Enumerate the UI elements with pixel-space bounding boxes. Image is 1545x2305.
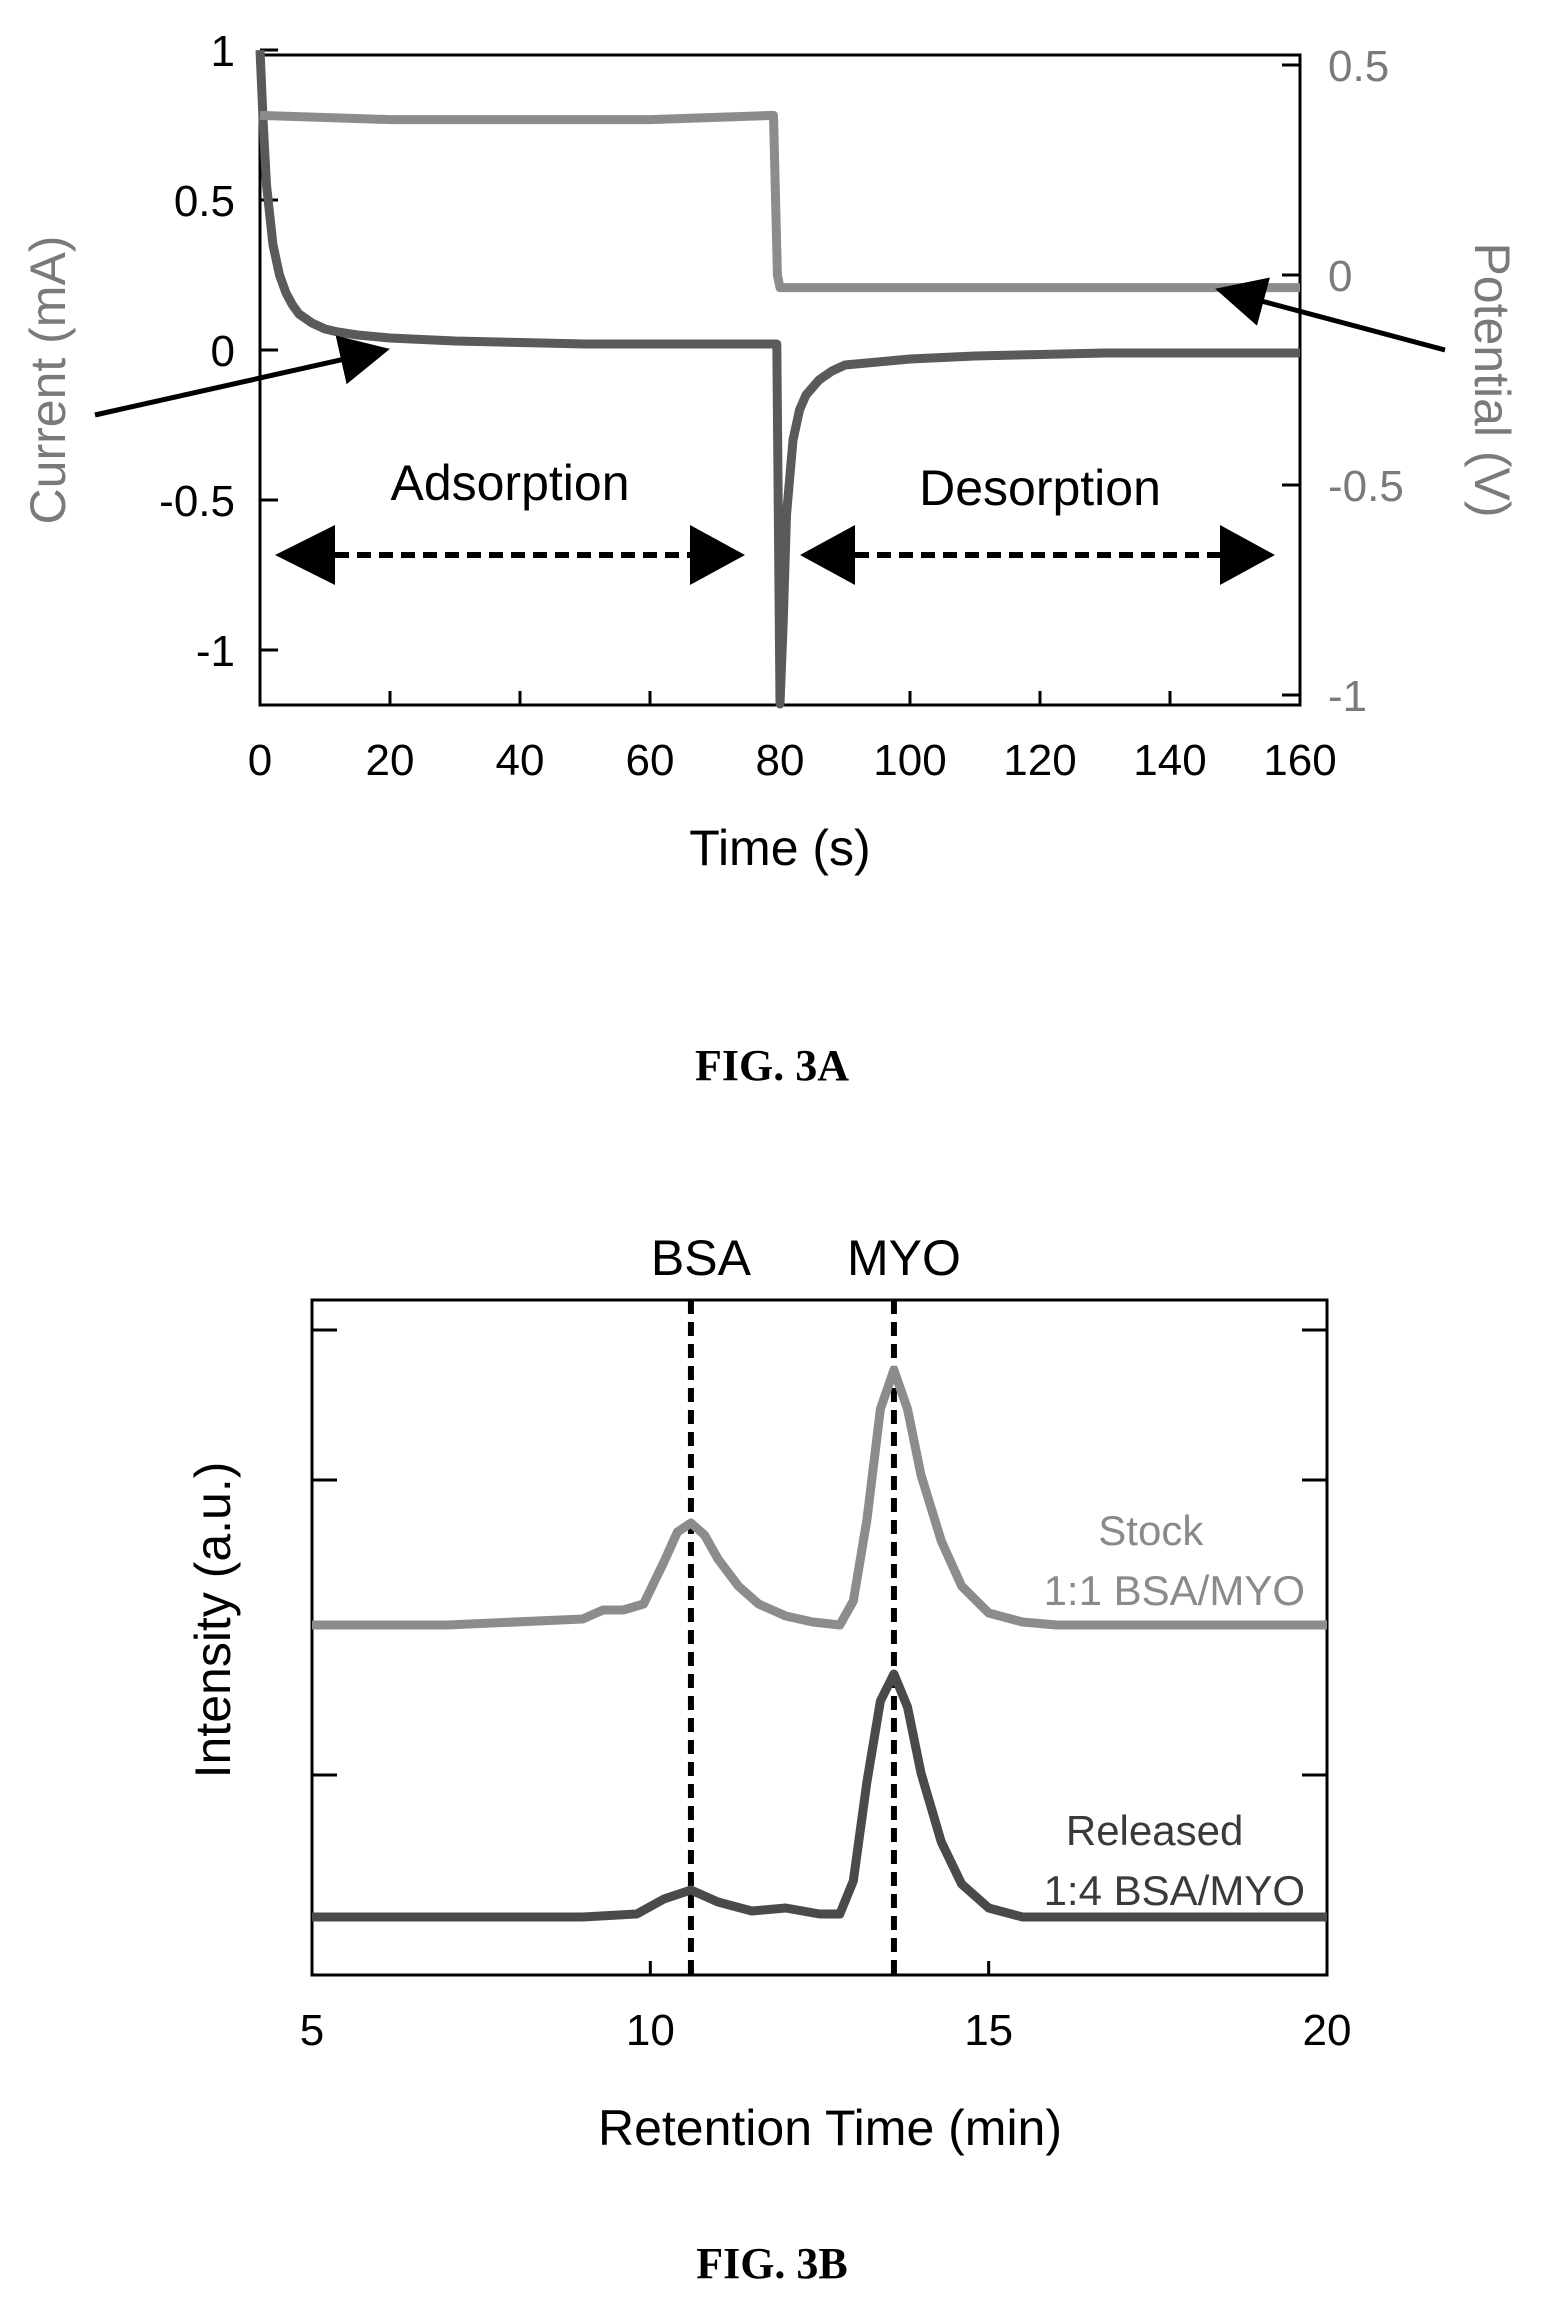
fig3a-y2-tick-label: 0.5: [1328, 42, 1389, 91]
fig3a-x-tick-label: 20: [366, 736, 415, 785]
current-pointer-arrow: [94, 335, 390, 418]
fig3a-x-tick-label: 100: [873, 736, 946, 785]
fig3b-x-tick-label: 20: [1303, 2006, 1352, 2055]
desorption-arrow: [800, 525, 1275, 585]
fig3a-y-ticks: 1 0.5 0 -0.5 -1: [159, 27, 278, 676]
stock-series-line: [312, 1365, 1327, 1630]
myo-peak-label: MYO: [847, 1230, 961, 1286]
fig3a-y-tick-label: -1: [196, 627, 235, 676]
fig3a-y2-tick-label: -0.5: [1328, 462, 1404, 511]
fig3a-x-tick-label: 120: [1003, 736, 1076, 785]
fig3a-x-tick-label: 140: [1133, 736, 1206, 785]
fig3a-x-axis-title: Time (s): [689, 820, 870, 876]
fig3b-caption: FIG. 3B: [696, 2239, 848, 2288]
potential-pointer-arrow: [1215, 277, 1446, 353]
fig3b-x-axis-title: Retention Time (min): [598, 2100, 1062, 2156]
fig3b-plot-frame: [310, 1298, 1329, 1977]
released-series-label: Released 1:4 BSA/MYO: [1044, 1807, 1305, 1914]
fig3a-x-tick-label: 40: [496, 736, 545, 785]
fig3b-y-axis-title: Intensity (a.u.): [185, 1462, 241, 1779]
fig3a-chart: 0 20 40 60 80 100 120 140 160 1 0.5 0 -0.5 -1 0.5 0 -0…: [20, 27, 1520, 1090]
fig3a-y2-axis-title: Potential (V): [1464, 242, 1520, 517]
fig3a-y2-tick-label: -1: [1328, 672, 1367, 721]
fig3a-x-ticks: 0 20 40 60 80 100 120 140 160: [248, 691, 1337, 785]
fig3a-y-tick-label: -0.5: [159, 477, 235, 526]
fig3a-y2-tick-label: 0: [1328, 252, 1352, 301]
fig3a-y2-ticks: 0.5 0 -0.5 -1: [1282, 42, 1404, 721]
fig3b-chart: 5 10 15 20 BSA MYO Stock 1:1 BSA/MYO Releas…: [185, 1230, 1351, 2288]
fig3a-x-tick-label: 80: [756, 736, 805, 785]
adsorption-arrow: [275, 525, 745, 585]
fig3b-x-ticks: 5 10 15 20: [300, 1961, 1352, 2055]
fig3a-x-tick-label: 160: [1263, 736, 1336, 785]
stock-series-label: Stock 1:1 BSA/MYO: [1044, 1507, 1305, 1614]
released-series-line: [312, 1669, 1327, 1922]
bsa-peak-label: BSA: [651, 1230, 752, 1286]
fig3b-x-tick-label: 10: [626, 2006, 675, 2055]
fig3b-x-tick-label: 5: [300, 2006, 324, 2055]
fig3a-x-tick-label: 60: [626, 736, 675, 785]
adsorption-label: Adsorption: [390, 455, 629, 511]
fig3b-x-tick-label: 15: [964, 2006, 1013, 2055]
fig3a-y-tick-label: 1: [211, 27, 235, 76]
desorption-label: Desorption: [919, 460, 1161, 516]
current-series-line: [255, 49, 1300, 709]
fig3a-y-tick-label: 0.5: [174, 177, 235, 226]
potential-series-line: [259, 110, 1300, 293]
fig3a-y-axis-title: Current (mA): [20, 236, 76, 525]
fig3a-y-tick-label: 0: [211, 327, 235, 376]
fig3a-caption: FIG. 3A: [695, 1041, 849, 1090]
fig3a-x-tick-label: 0: [248, 736, 272, 785]
